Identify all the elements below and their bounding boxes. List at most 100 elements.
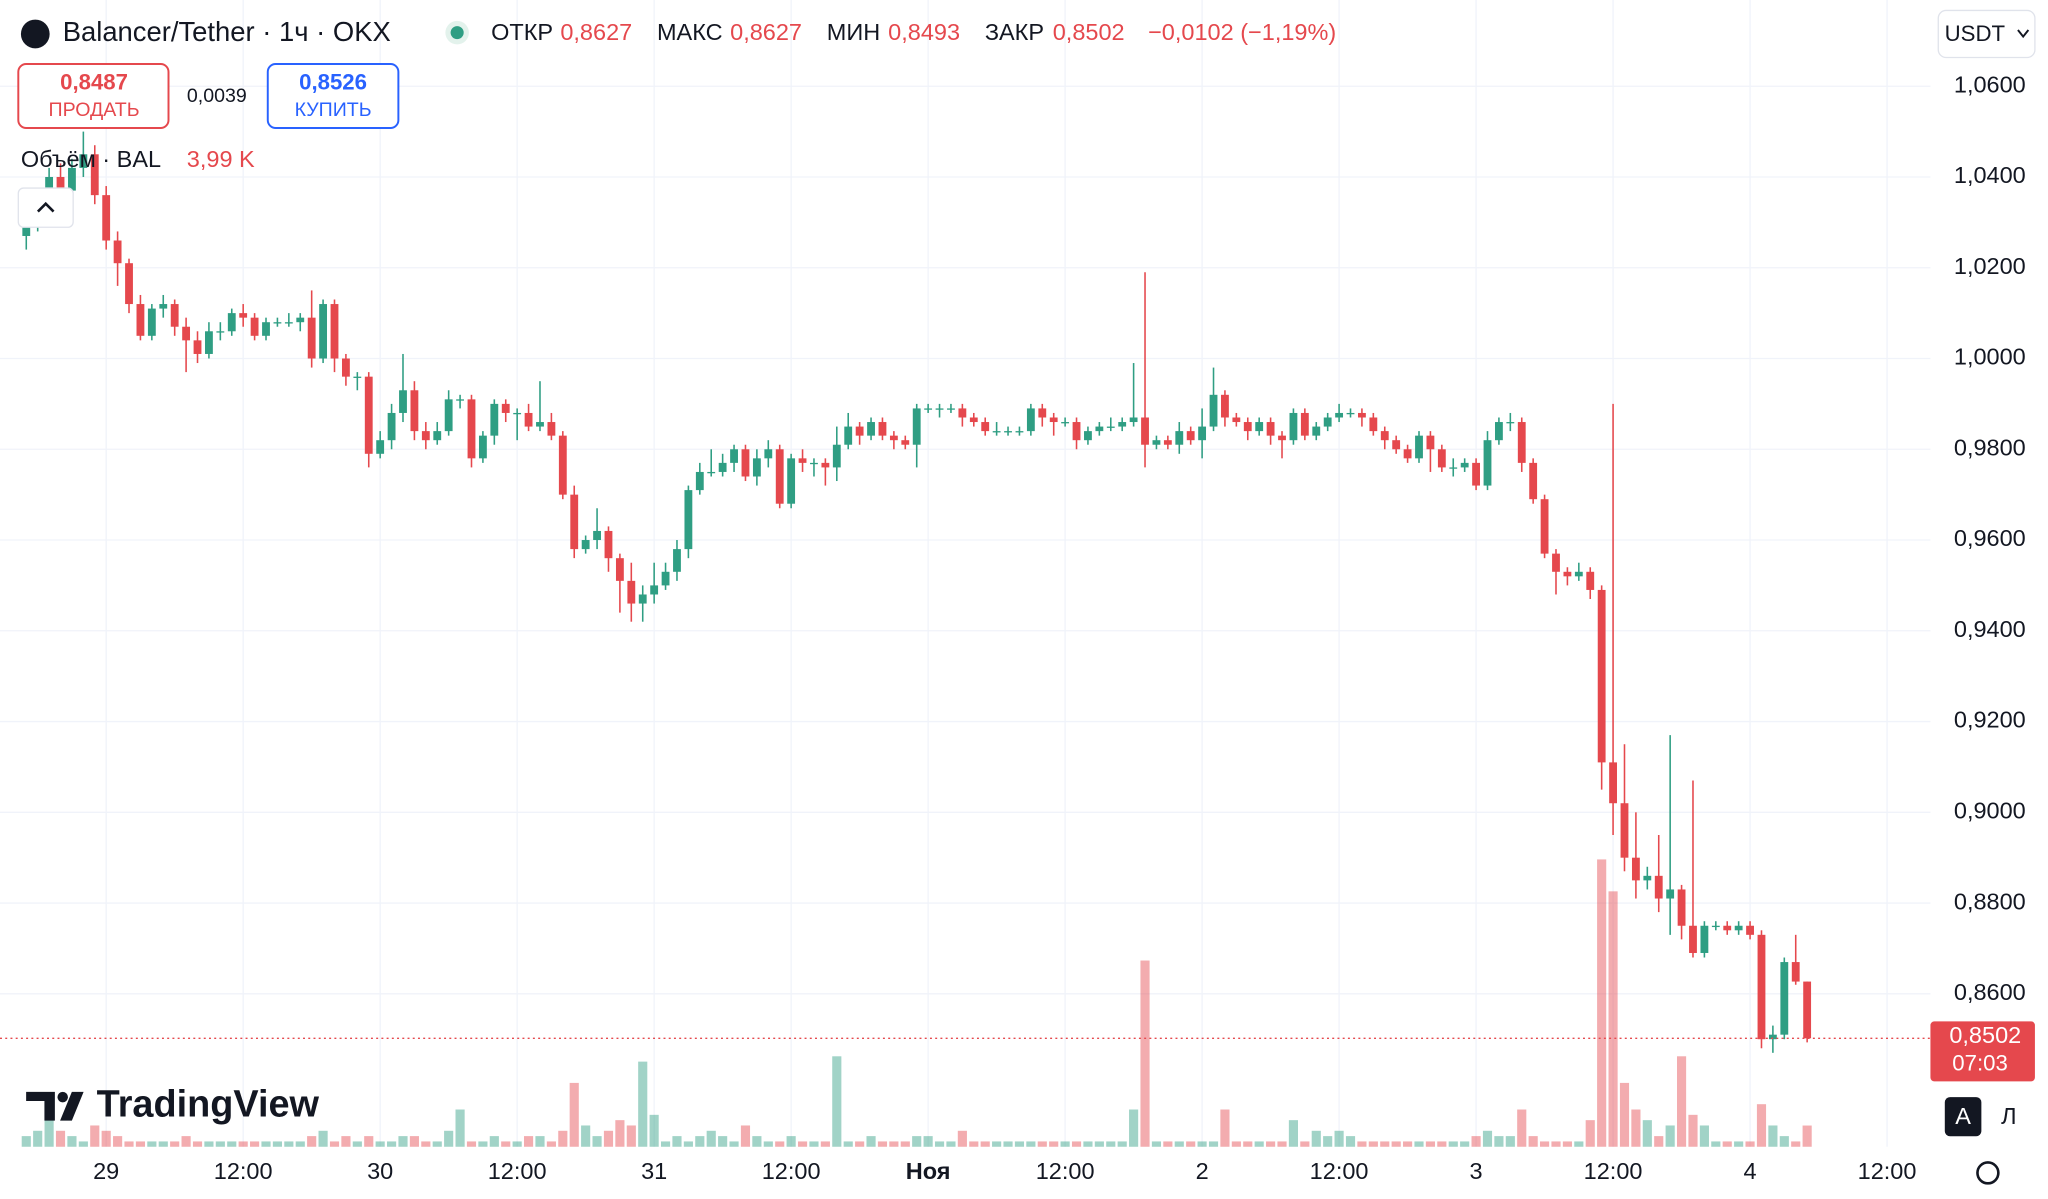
- candle-body: [1255, 422, 1264, 432]
- candle-body: [981, 422, 990, 432]
- collapse-button[interactable]: [17, 187, 74, 228]
- candle-body: [1346, 412, 1355, 415]
- log-button[interactable]: Л: [2001, 1103, 2016, 1129]
- settings-icon[interactable]: [1976, 1161, 2000, 1185]
- candle-body: [1723, 925, 1732, 931]
- y-tick-label: 1,0000: [1954, 344, 2026, 370]
- x-tick-label: 2: [1196, 1158, 1209, 1184]
- volume-bar: [1551, 1141, 1561, 1147]
- candle-body: [844, 426, 853, 445]
- candle-body: [1643, 875, 1652, 881]
- open-value: 0,8627: [560, 19, 632, 45]
- candle-body: [227, 313, 236, 332]
- y-tick-label: 0,8600: [1954, 979, 2026, 1005]
- candle-body: [1517, 422, 1526, 463]
- volume-bar: [1631, 1109, 1641, 1147]
- candle-body: [741, 449, 750, 477]
- candle-body: [1768, 1034, 1777, 1040]
- candle-body: [1175, 431, 1184, 445]
- volume-bar: [809, 1141, 819, 1147]
- logo-dot: [57, 1091, 68, 1103]
- candle-body: [958, 408, 967, 418]
- candle-body: [764, 449, 773, 459]
- candle-body: [673, 549, 681, 572]
- candle-body: [1689, 925, 1697, 953]
- candles: [22, 131, 1812, 1053]
- volume-bar: [78, 1141, 88, 1147]
- candle-body: [1232, 417, 1241, 423]
- candle-body: [1152, 440, 1161, 445]
- symbol[interactable]: Balancer/Tether · 1ч · OKX: [63, 16, 391, 47]
- volume-bar: [672, 1136, 682, 1147]
- candle-body: [1552, 553, 1560, 572]
- volume-bar: [1756, 1104, 1767, 1147]
- candle-body: [615, 558, 624, 581]
- candle-body: [216, 331, 225, 333]
- volume-bar: [1334, 1130, 1344, 1147]
- candle-body: [1392, 440, 1401, 450]
- candle-body: [273, 322, 282, 324]
- volume-bar: [649, 1114, 659, 1147]
- candle-body: [353, 376, 362, 378]
- volume-bar: [1768, 1125, 1778, 1147]
- volume-bar: [432, 1141, 442, 1147]
- volume-bar: [1323, 1136, 1333, 1147]
- auto-button[interactable]: [1944, 1097, 1982, 1137]
- candle-body: [924, 408, 933, 410]
- candle-body: [867, 422, 875, 436]
- candle-body: [1300, 412, 1309, 436]
- candle-body: [1015, 431, 1024, 433]
- volume-bar: [33, 1130, 43, 1147]
- candle-body: [1403, 449, 1412, 459]
- volume-bar: [1037, 1141, 1047, 1147]
- volume-bar: [797, 1141, 808, 1147]
- volume-bar: [946, 1141, 956, 1147]
- candle-body: [969, 417, 978, 423]
- last-price-box: [1930, 1021, 2035, 1082]
- sell-button[interactable]: [17, 63, 170, 129]
- volume-bar: [1277, 1141, 1287, 1147]
- candle-body: [341, 358, 350, 377]
- currency-button[interactable]: [1937, 9, 2036, 59]
- volume-bar: [1608, 891, 1618, 1147]
- currency-caret: [2017, 29, 2030, 39]
- volume-bar: [1026, 1141, 1036, 1147]
- volume-bar: [44, 1120, 54, 1147]
- volume-bar: [1505, 1136, 1515, 1147]
- volume-bar: [227, 1141, 237, 1147]
- volume-bar: [832, 1056, 842, 1147]
- candle-body: [581, 540, 590, 550]
- volume-bar: [1300, 1141, 1310, 1147]
- x-tick-label: 12:00: [488, 1158, 547, 1184]
- volume-bar: [1380, 1141, 1390, 1147]
- candle-body: [878, 422, 887, 436]
- volume-bar: [1391, 1141, 1401, 1147]
- candle-body: [1415, 435, 1423, 459]
- candle-body: [1209, 394, 1218, 427]
- volume-bar: [603, 1130, 614, 1147]
- candle-body: [707, 471, 716, 474]
- auto-label: A: [1955, 1103, 1971, 1129]
- volume-bar: [866, 1136, 876, 1147]
- candle-body: [490, 403, 499, 436]
- candle-body: [1563, 571, 1572, 577]
- volume-bar: [1722, 1141, 1732, 1147]
- candle-body: [1734, 925, 1743, 931]
- candle-body: [1483, 440, 1492, 486]
- candle-body: [467, 399, 476, 459]
- volume-bar: [1140, 960, 1150, 1147]
- x-tick-label: 30: [367, 1158, 393, 1184]
- buy-button[interactable]: [266, 63, 400, 129]
- volume-bar: [1745, 1141, 1755, 1147]
- volume-bar: [501, 1141, 511, 1147]
- low-value: 0,8493: [888, 19, 960, 45]
- volume-bar: [934, 1141, 945, 1147]
- candle-body: [1574, 571, 1583, 577]
- volume-bar: [820, 1141, 830, 1147]
- volume-bar: [1665, 1125, 1675, 1147]
- volume-bar: [1654, 1136, 1664, 1147]
- volume-bar: [238, 1141, 248, 1147]
- volume-bar: [295, 1141, 305, 1147]
- candle-body: [1358, 412, 1366, 418]
